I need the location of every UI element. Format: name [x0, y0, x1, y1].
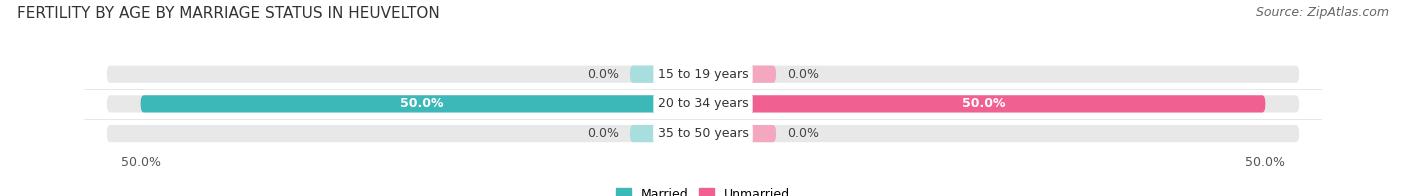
FancyBboxPatch shape — [630, 66, 703, 83]
Text: 50.0%: 50.0% — [963, 97, 1005, 110]
FancyBboxPatch shape — [703, 95, 1265, 113]
Text: 0.0%: 0.0% — [586, 68, 619, 81]
FancyBboxPatch shape — [107, 125, 1299, 142]
Text: 20 to 34 years: 20 to 34 years — [658, 97, 748, 110]
FancyBboxPatch shape — [107, 95, 1299, 113]
Text: Source: ZipAtlas.com: Source: ZipAtlas.com — [1256, 6, 1389, 19]
Text: FERTILITY BY AGE BY MARRIAGE STATUS IN HEUVELTON: FERTILITY BY AGE BY MARRIAGE STATUS IN H… — [17, 6, 440, 21]
Legend: Married, Unmarried: Married, Unmarried — [616, 188, 790, 196]
Text: 35 to 50 years: 35 to 50 years — [658, 127, 748, 140]
FancyBboxPatch shape — [703, 125, 776, 142]
Text: 0.0%: 0.0% — [586, 127, 619, 140]
Text: 0.0%: 0.0% — [787, 68, 820, 81]
Text: 0.0%: 0.0% — [787, 127, 820, 140]
Text: 15 to 19 years: 15 to 19 years — [658, 68, 748, 81]
FancyBboxPatch shape — [141, 95, 703, 113]
FancyBboxPatch shape — [703, 66, 776, 83]
Text: 50.0%: 50.0% — [401, 97, 443, 110]
FancyBboxPatch shape — [107, 66, 1299, 83]
FancyBboxPatch shape — [630, 125, 703, 142]
